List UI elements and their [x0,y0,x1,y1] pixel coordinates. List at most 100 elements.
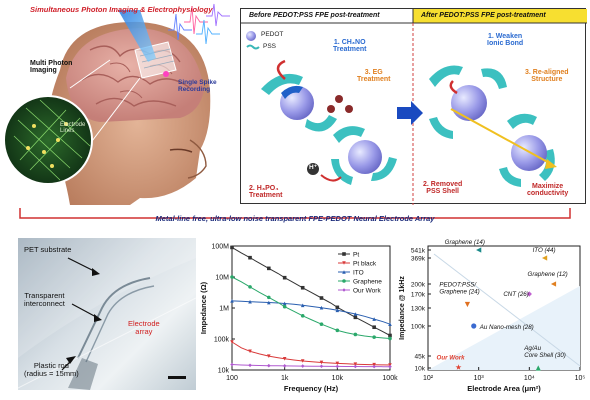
electrode-photo: PET substrate Transparent interconnect E… [18,238,196,390]
legend-pss: PSS [263,43,277,50]
data-point [388,364,392,369]
electrode-lines-label: Electrode Lines [60,122,86,134]
series-line-1 [231,341,391,366]
data-point [319,322,324,327]
x-tick-label: 100k [382,375,398,382]
process-diagram [241,9,587,205]
y-tick-label: 100k [411,324,426,331]
legend-label: Pt [353,252,359,259]
before-structure [261,59,397,185]
data-point [230,245,234,250]
data-point [230,275,234,279]
y-tick-label: 200k [411,282,426,289]
x-tick-label: 10³ [474,375,485,382]
data-point [230,340,234,344]
scatter-point [526,291,532,297]
data-point [335,308,340,313]
data-point [300,359,305,363]
data-point [282,301,287,306]
data-point [248,255,252,260]
data-point [319,305,324,310]
x-tick-label: 100 [226,375,238,382]
scatter-point [476,247,482,253]
legend-marker [342,270,346,274]
legend-label: Our Work [353,288,381,295]
rod-label: Plastic rod (radius = 15mm) [24,361,79,378]
point-label: Our Work [437,354,466,361]
shaded-region [428,286,580,370]
process-panel: Before PEDOT:PSS FPE post-treatment Afte… [240,8,587,205]
scatter-point [471,323,477,329]
impedance-frequency-chart: 100 1k 10k 100k 100M 10M 1M 100k 10k Frequency (H… [200,244,398,394]
data-point [335,361,340,366]
data-point [319,296,324,300]
legend-marker [342,261,346,265]
after3-label: 3. Re-aligned Structure [525,69,569,83]
data-point [388,322,392,327]
point-label: ITO (44) [533,247,556,254]
y-tick-label: 45k [415,354,426,361]
after-title: After PEDOT:PSS FPE post-treatment [421,12,546,19]
legend-marker [342,279,346,283]
data-point [372,325,376,330]
after4-label: Maximize conductivity [527,183,569,197]
x-axis-label: Frequency (Hz) [284,384,339,393]
y-tick-label: 100k [214,337,230,344]
scatter-point [535,365,541,371]
y-axis-label: Impedance (Ω) [200,281,208,334]
data-point [353,364,358,369]
y-tick-label: 100M [211,244,229,251]
point-label: Core Shell (30) [524,352,566,359]
data-point [282,356,287,361]
legend-label: Pt black [353,261,377,268]
after1-label: 1. Weaken Ionic Bond [487,33,524,47]
photo-overlay [18,238,196,390]
y-tick-label: 10k [218,368,230,375]
scatter-point [541,255,548,261]
data-point [372,317,376,321]
banner-text: Metal-line free, ultra-low noise transpa… [155,214,435,223]
legend-label: Graphene [353,279,382,286]
step3-label: 3. EG Treatment [357,69,391,83]
x-tick-label: 10² [423,375,434,382]
data-point [353,315,358,320]
step1-label: 1. CH₃NO Treatment [333,39,367,53]
data-point [230,299,234,303]
zoom-circle [3,95,93,185]
data-point [267,363,271,368]
point-label: Au Nano-mesh (28) [479,324,534,331]
data-point [388,336,392,341]
x-tick-label: 10k [332,375,344,382]
y-tick-label: 10k [415,366,426,373]
point-label: Graphene (24) [439,289,479,296]
data-point [267,300,271,305]
data-point [353,332,358,337]
scatter-point [550,281,557,287]
data-point [248,349,252,354]
data-point [372,362,376,367]
legend-marker [342,252,346,256]
before-title: Before PEDOT:PSS FPE post-treatment [249,12,380,19]
data-point [267,266,271,271]
point-label: PEDOT:PSS/ [439,282,477,289]
series-line-4 [231,364,390,368]
data-point [267,354,271,358]
data-point [335,305,340,310]
data-point [248,285,252,289]
h-ion-label: H⁺ [309,164,318,171]
data-point [300,285,305,290]
interconnect-label: Transparent interconnect [24,291,65,308]
data-point [372,335,376,339]
legend-label: ITO [353,270,364,277]
series-line-3 [231,276,391,339]
x-axis-label: Electrode Area (μm²) [467,384,541,393]
point-label: CNT (26) [503,291,528,298]
y-tick-label: 130k [411,306,426,313]
point-label: Graphene (14) [445,239,485,246]
brain-illustration [3,3,230,205]
data-point [248,299,252,304]
data-point [335,364,340,369]
y-tick-label: 1M [219,306,229,313]
data-point [300,364,305,368]
